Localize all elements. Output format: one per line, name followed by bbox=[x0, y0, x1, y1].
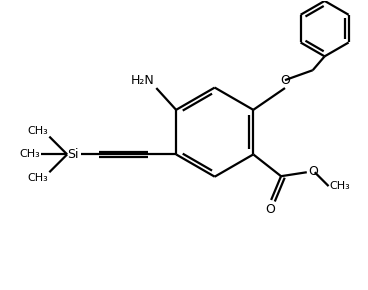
Text: O: O bbox=[308, 165, 318, 178]
Text: Si: Si bbox=[68, 148, 79, 161]
Text: O: O bbox=[265, 203, 275, 216]
Text: O: O bbox=[280, 74, 290, 87]
Text: CH₃: CH₃ bbox=[28, 126, 48, 136]
Text: H₂N: H₂N bbox=[131, 74, 154, 87]
Text: CH₃: CH₃ bbox=[20, 149, 40, 160]
Text: CH₃: CH₃ bbox=[330, 181, 350, 191]
Text: CH₃: CH₃ bbox=[28, 173, 48, 183]
